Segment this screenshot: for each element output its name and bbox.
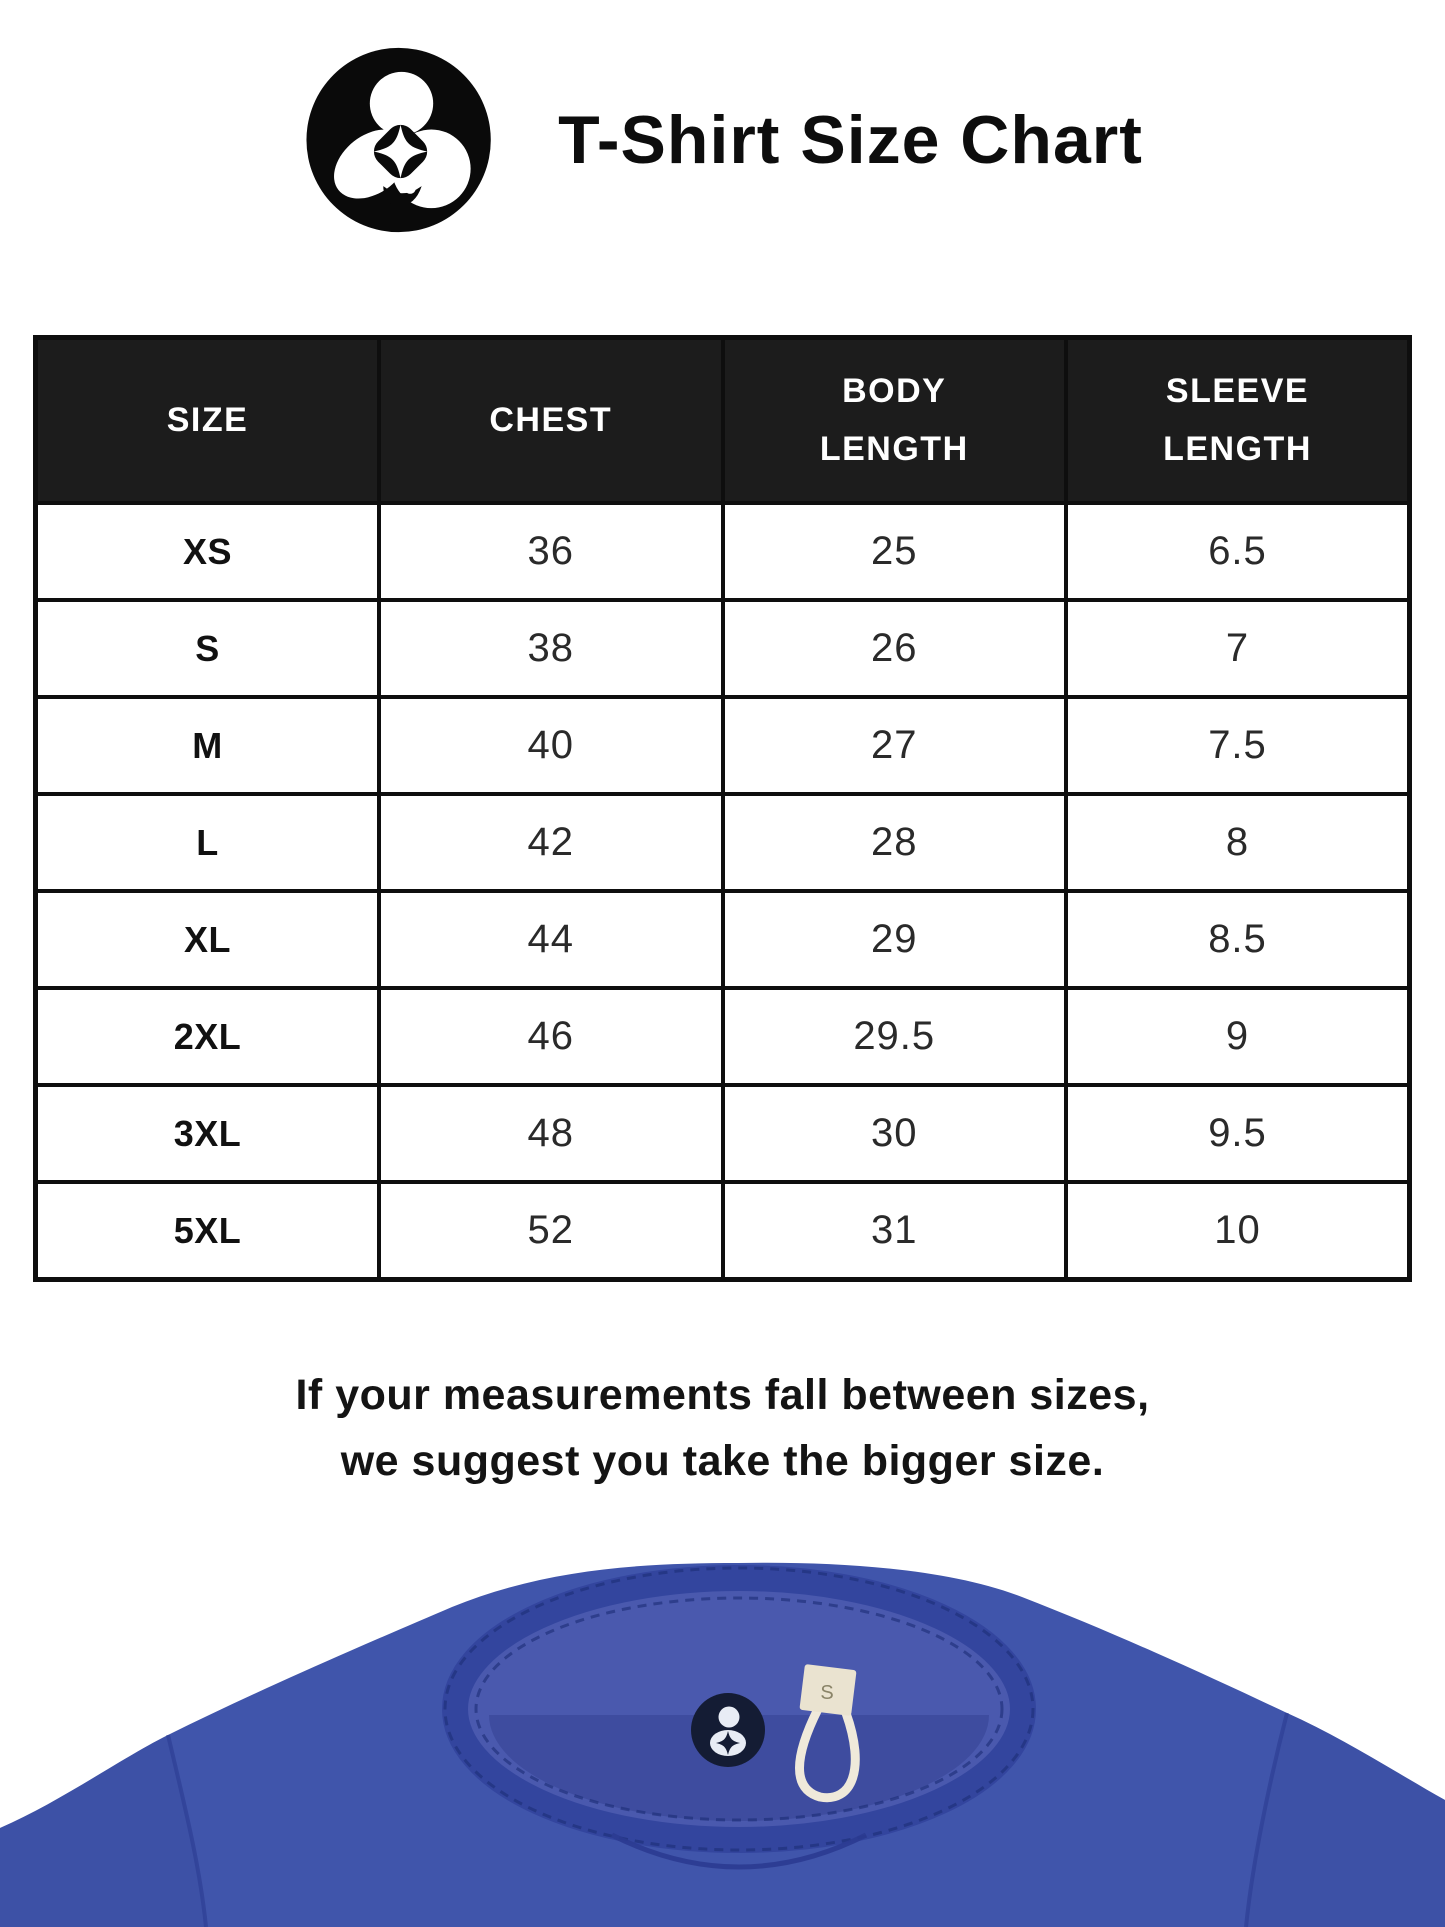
brand-logo-icon [305, 47, 491, 233]
table-row: XL 44 29 8.5 [33, 889, 1412, 990]
table-header-row: SIZE CHEST BODY LENGTH SLEEVE LENGTH [33, 335, 1412, 505]
cell-body-length: 31 [720, 1180, 1068, 1282]
cell-size: S [33, 598, 381, 699]
cell-chest: 46 [377, 986, 725, 1087]
collar-band [442, 1565, 1036, 1853]
cell-sleeve-length: 10 [1064, 1180, 1412, 1282]
fit-note-line1: If your measurements fall between sizes, [295, 1371, 1150, 1419]
hang-loop [795, 1704, 860, 1803]
collar-v-seam [610, 1832, 868, 1870]
cell-body-length: 30 [720, 1083, 1068, 1184]
cell-chest: 36 [377, 501, 725, 602]
table-row: 3XL 48 30 9.5 [33, 1083, 1412, 1184]
table-row: 5XL 52 31 10 [33, 1180, 1412, 1282]
column-header-chest: CHEST [377, 335, 725, 505]
cell-size: XS [33, 501, 381, 602]
column-header-sleeve-length: SLEEVE LENGTH [1064, 335, 1412, 505]
table-row: L 42 28 8 [33, 792, 1412, 893]
cell-sleeve-length: 7 [1064, 598, 1412, 699]
cell-sleeve-length: 8.5 [1064, 889, 1412, 990]
table-row: M 40 27 7.5 [33, 695, 1412, 796]
tshirt-photo: S [0, 1562, 1445, 1927]
cell-sleeve-length: 8 [1064, 792, 1412, 893]
cell-chest: 42 [377, 792, 725, 893]
table-row: S 38 26 7 [33, 598, 1412, 699]
cell-chest: 40 [377, 695, 725, 796]
cell-sleeve-length: 9 [1064, 986, 1412, 1087]
collar-label-logo-icon [691, 1693, 765, 1767]
cell-sleeve-length: 9.5 [1064, 1083, 1412, 1184]
brand-header: T-Shirt Size Chart [302, 42, 1143, 238]
cell-size: L [33, 792, 381, 893]
table-row: 2XL 46 29.5 9 [33, 986, 1412, 1087]
cell-body-length: 29 [720, 889, 1068, 990]
column-header-body-length: BODY LENGTH [720, 335, 1068, 505]
cell-body-length: 25 [720, 501, 1068, 602]
fit-note: If your measurements fall between sizes,… [0, 1362, 1445, 1494]
cell-body-length: 29.5 [720, 986, 1068, 1087]
table-body: XS 36 25 6.5 S 38 26 7 M 40 27 7.5 L 42 … [33, 501, 1412, 1282]
cell-size: 5XL [33, 1180, 381, 1282]
cell-size: 2XL [33, 986, 381, 1087]
cell-chest: 44 [377, 889, 725, 990]
cell-size: XL [33, 889, 381, 990]
table-header: SIZE CHEST BODY LENGTH SLEEVE LENGTH [33, 335, 1412, 505]
size-chart-table: SIZE CHEST BODY LENGTH SLEEVE LENGTH XS … [33, 335, 1412, 1282]
cell-chest: 52 [377, 1180, 725, 1282]
cell-chest: 48 [377, 1083, 725, 1184]
cell-size: 3XL [33, 1083, 381, 1184]
cell-body-length: 27 [720, 695, 1068, 796]
cell-body-length: 26 [720, 598, 1068, 699]
cell-size: M [33, 695, 381, 796]
fit-note-line2: we suggest you take the bigger size. [340, 1437, 1105, 1485]
size-tag: S [795, 1664, 860, 1803]
table-row: XS 36 25 6.5 [33, 501, 1412, 602]
cell-chest: 38 [377, 598, 725, 699]
cell-sleeve-length: 6.5 [1064, 501, 1412, 602]
cell-body-length: 28 [720, 792, 1068, 893]
cell-sleeve-length: 7.5 [1064, 695, 1412, 796]
page-title: T-Shirt Size Chart [558, 102, 1143, 178]
size-tag-letter: S [820, 1682, 833, 1704]
column-header-size: SIZE [33, 335, 381, 505]
